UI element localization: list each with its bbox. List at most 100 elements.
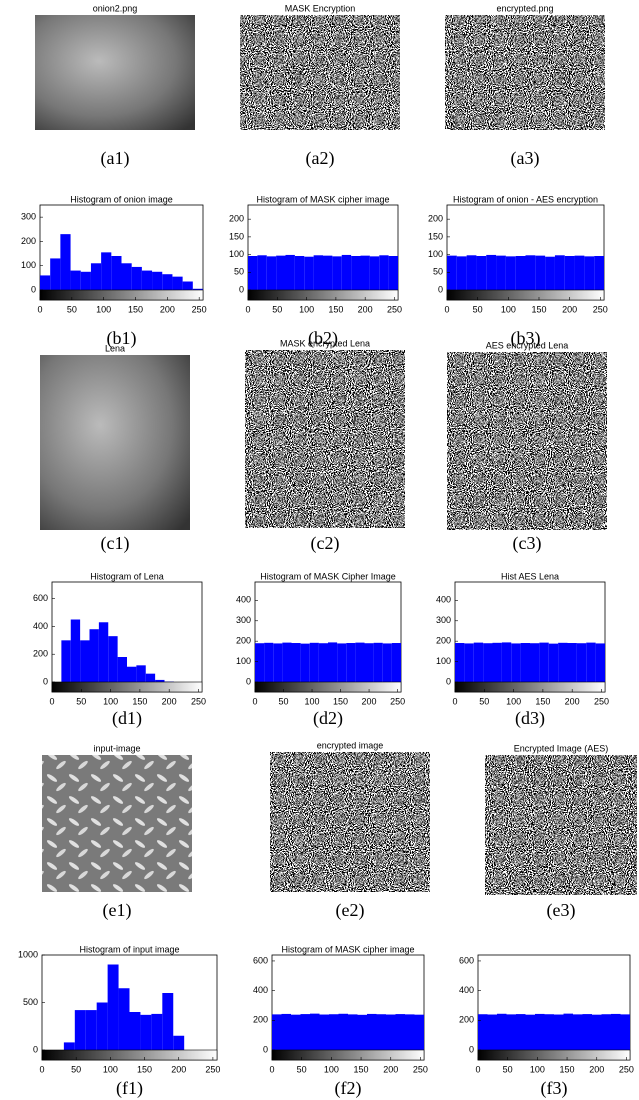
bar — [300, 1014, 310, 1050]
bar — [586, 642, 596, 682]
bar — [483, 643, 493, 682]
y-tick-label: 150 — [428, 231, 443, 241]
image-title: AES encrypted Lena — [486, 340, 569, 350]
bar — [464, 643, 474, 682]
bar — [455, 643, 465, 682]
caption: (a3) — [511, 148, 540, 169]
bar — [155, 679, 165, 682]
bar — [107, 964, 119, 1050]
y-tick-label: 0 — [239, 284, 244, 294]
cipher-image — [485, 755, 637, 895]
gray-bar — [51, 681, 203, 693]
y-tick-label: 600 — [459, 955, 474, 965]
bar — [574, 255, 585, 290]
y-tick-label: 400 — [253, 985, 268, 995]
x-tick-label: 100 — [506, 696, 521, 706]
x-tick-label: 0 — [37, 304, 42, 314]
bar — [304, 256, 314, 290]
bar — [338, 1013, 348, 1050]
caption: (b2) — [308, 328, 338, 349]
bar — [337, 643, 347, 682]
bar — [515, 256, 526, 290]
bar — [255, 643, 265, 682]
bar — [291, 643, 301, 682]
image-title: Encrypted Image (AES) — [514, 743, 609, 753]
bar — [74, 1010, 86, 1050]
x-tick-label: 200 — [362, 696, 377, 706]
bar — [70, 270, 81, 290]
bar — [329, 1014, 339, 1050]
y-tick-label: 200 — [459, 1015, 474, 1025]
x-tick-label: 150 — [328, 304, 343, 314]
x-tick-label: 150 — [531, 304, 546, 314]
bar — [548, 643, 559, 682]
bar — [172, 276, 183, 290]
x-tick-label: 50 — [76, 696, 86, 706]
bar — [594, 256, 604, 290]
y-tick-label: 500 — [23, 997, 38, 1007]
bar — [341, 254, 352, 290]
bar — [360, 255, 370, 290]
bar — [328, 642, 338, 682]
x-tick-label: 50 — [272, 304, 282, 314]
x-tick-label: 0 — [49, 696, 54, 706]
bar — [351, 256, 361, 290]
bar — [40, 275, 51, 290]
bar — [101, 252, 112, 290]
bar — [173, 1035, 185, 1050]
bar — [323, 255, 333, 290]
y-tick-label: 100 — [428, 249, 443, 259]
image-title: onion2.png — [93, 3, 138, 13]
bar — [136, 665, 146, 682]
bar — [595, 643, 605, 682]
bar — [162, 993, 174, 1050]
bar — [391, 643, 401, 682]
bar — [414, 1014, 424, 1050]
y-tick-label: 200 — [436, 636, 451, 646]
x-tick-label: 100 — [96, 304, 111, 314]
bar — [313, 255, 323, 290]
bar — [601, 1014, 611, 1050]
bar — [108, 636, 118, 682]
y-tick-label: 300 — [236, 615, 251, 625]
x-tick-label: 150 — [560, 1064, 575, 1074]
y-tick-label: 0 — [33, 1044, 38, 1054]
image-title: Lena — [105, 343, 125, 353]
bar — [582, 1014, 592, 1050]
x-tick-label: 250 — [387, 304, 402, 314]
x-tick-label: 150 — [354, 1064, 369, 1074]
bar — [291, 1014, 301, 1050]
bar — [386, 1014, 396, 1050]
bar — [318, 643, 328, 682]
bar — [281, 1013, 291, 1050]
y-tick-label: 100 — [436, 656, 451, 666]
x-tick-label: 200 — [171, 1064, 186, 1074]
caption: (d2) — [313, 708, 343, 729]
x-tick-label: 150 — [128, 304, 143, 314]
bar — [496, 255, 506, 290]
x-tick-label: 100 — [103, 696, 118, 706]
x-tick-label: 50 — [67, 304, 77, 314]
bar — [379, 255, 389, 290]
bar — [511, 643, 521, 682]
bar — [192, 288, 203, 290]
y-tick-label: 100 — [229, 249, 244, 259]
caption: (e3) — [547, 900, 576, 921]
bar — [545, 256, 555, 290]
bar — [388, 256, 398, 290]
bar — [121, 263, 132, 290]
x-tick-label: 50 — [473, 304, 483, 314]
bar — [60, 234, 71, 290]
y-tick-label: 0 — [43, 676, 48, 686]
x-tick-label: 150 — [132, 696, 147, 706]
x-tick-label: 250 — [413, 1064, 428, 1074]
x-tick-label: 50 — [479, 696, 489, 706]
x-tick-label: 0 — [444, 304, 449, 314]
bar — [80, 271, 91, 290]
chart-title: Histogram of onion - AES encryption — [453, 194, 598, 204]
caption: (b3) — [511, 328, 541, 349]
photo-image — [40, 355, 190, 530]
y-tick-label: 300 — [436, 615, 451, 625]
cipher-image — [245, 350, 405, 528]
bar — [535, 1013, 545, 1050]
